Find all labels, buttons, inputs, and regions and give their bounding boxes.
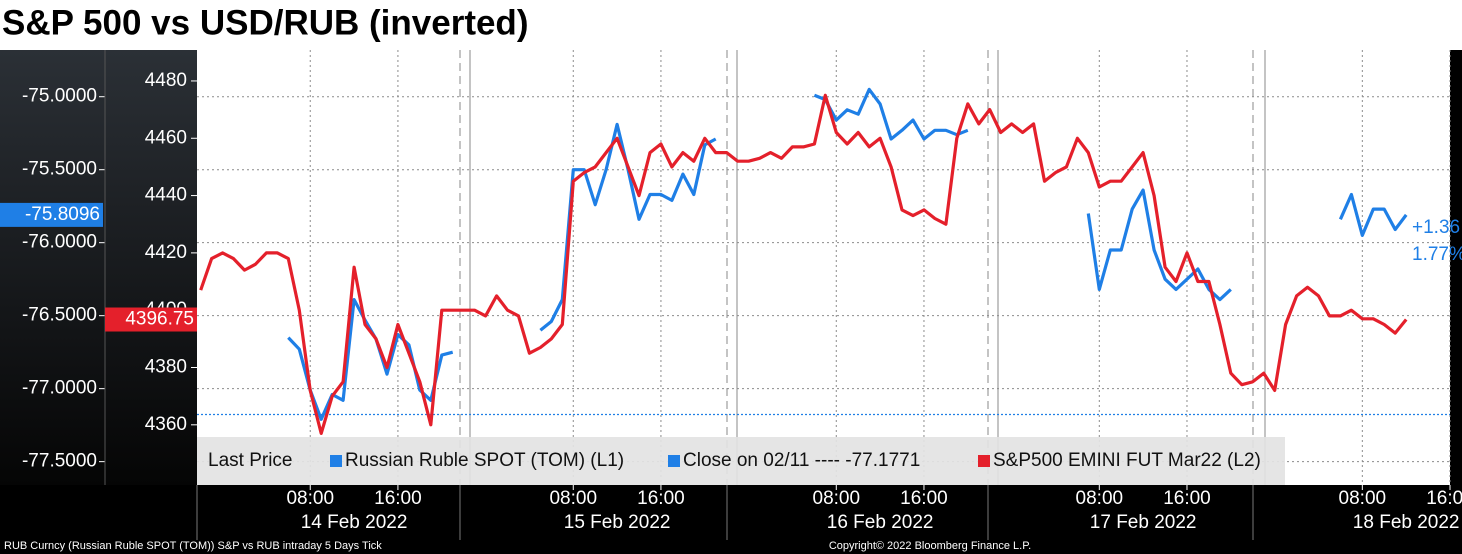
legend-swatch [978,455,990,467]
y-tick-label: -75.5000 [22,159,97,180]
y2-tick-label: 4480 [145,70,187,91]
y-tick-label: -77.5000 [22,451,97,472]
last-value-box [105,307,197,332]
date-label: 18 Feb 2022 [1353,512,1460,533]
x-tick-label: 16:00 [637,488,685,509]
y-tick-label: -76.0000 [22,232,97,253]
legend-label: S&P500 EMINI FUT Mar22 (L2) [993,450,1261,471]
legend-swatch [668,455,680,467]
y-tick-label: -76.5000 [22,305,97,326]
y-tick-label: -77.0000 [22,378,97,399]
legend-swatch [330,455,342,467]
footer-copyright: Copyright© 2022 Bloomberg Finance L.P. [829,540,1031,552]
title-band [0,0,1462,50]
x-tick-label: 08:00 [1076,488,1124,509]
legend-label: Russian Ruble SPOT (TOM) (L1) [345,450,624,471]
legend-title: Last Price [208,450,292,471]
day-separators [196,50,1266,540]
x-tick-label: 16:00 [1426,488,1462,509]
x-tick-label: 08:00 [549,488,597,509]
x-tick-label: 16:00 [374,488,422,509]
x-tick-label: 16:00 [900,488,948,509]
x-tick-label: 08:00 [1339,488,1387,509]
x-tick-label: 08:00 [286,488,334,509]
legend-box [197,437,1285,485]
date-label: 16 Feb 2022 [827,512,934,533]
date-label: 15 Feb 2022 [564,512,671,533]
last-value-box [0,202,103,227]
x-tick-label: 16:00 [1163,488,1211,509]
y2-tick-label: 4460 [145,127,187,148]
plot-area [197,50,1450,485]
y2-tick-label: 4360 [145,414,187,435]
legend-label: Close on 02/11 ---- -77.1771 [683,450,920,471]
annotation: +1.36 [1412,217,1460,238]
last-value-label: -75.8096 [25,204,100,225]
footer-source: RUB Curncy (Russian Ruble SPOT (TOM)) S&… [4,540,382,552]
y2-tick-label: 4440 [145,185,187,206]
x-tick-label: 08:00 [813,488,861,509]
y-tick-label: -75.0000 [22,86,97,107]
date-label: 14 Feb 2022 [301,512,408,533]
y2-tick-label: 4420 [145,242,187,263]
last-value-label: 4396.75 [125,309,194,330]
date-label: 17 Feb 2022 [1090,512,1197,533]
axis-panel [0,50,197,485]
annotation: 1.77% [1412,244,1462,265]
chart-title: S&P 500 vs USD/RUB (inverted) [2,3,528,42]
y2-tick-label: 4380 [145,357,187,378]
series-line [199,93,1408,435]
